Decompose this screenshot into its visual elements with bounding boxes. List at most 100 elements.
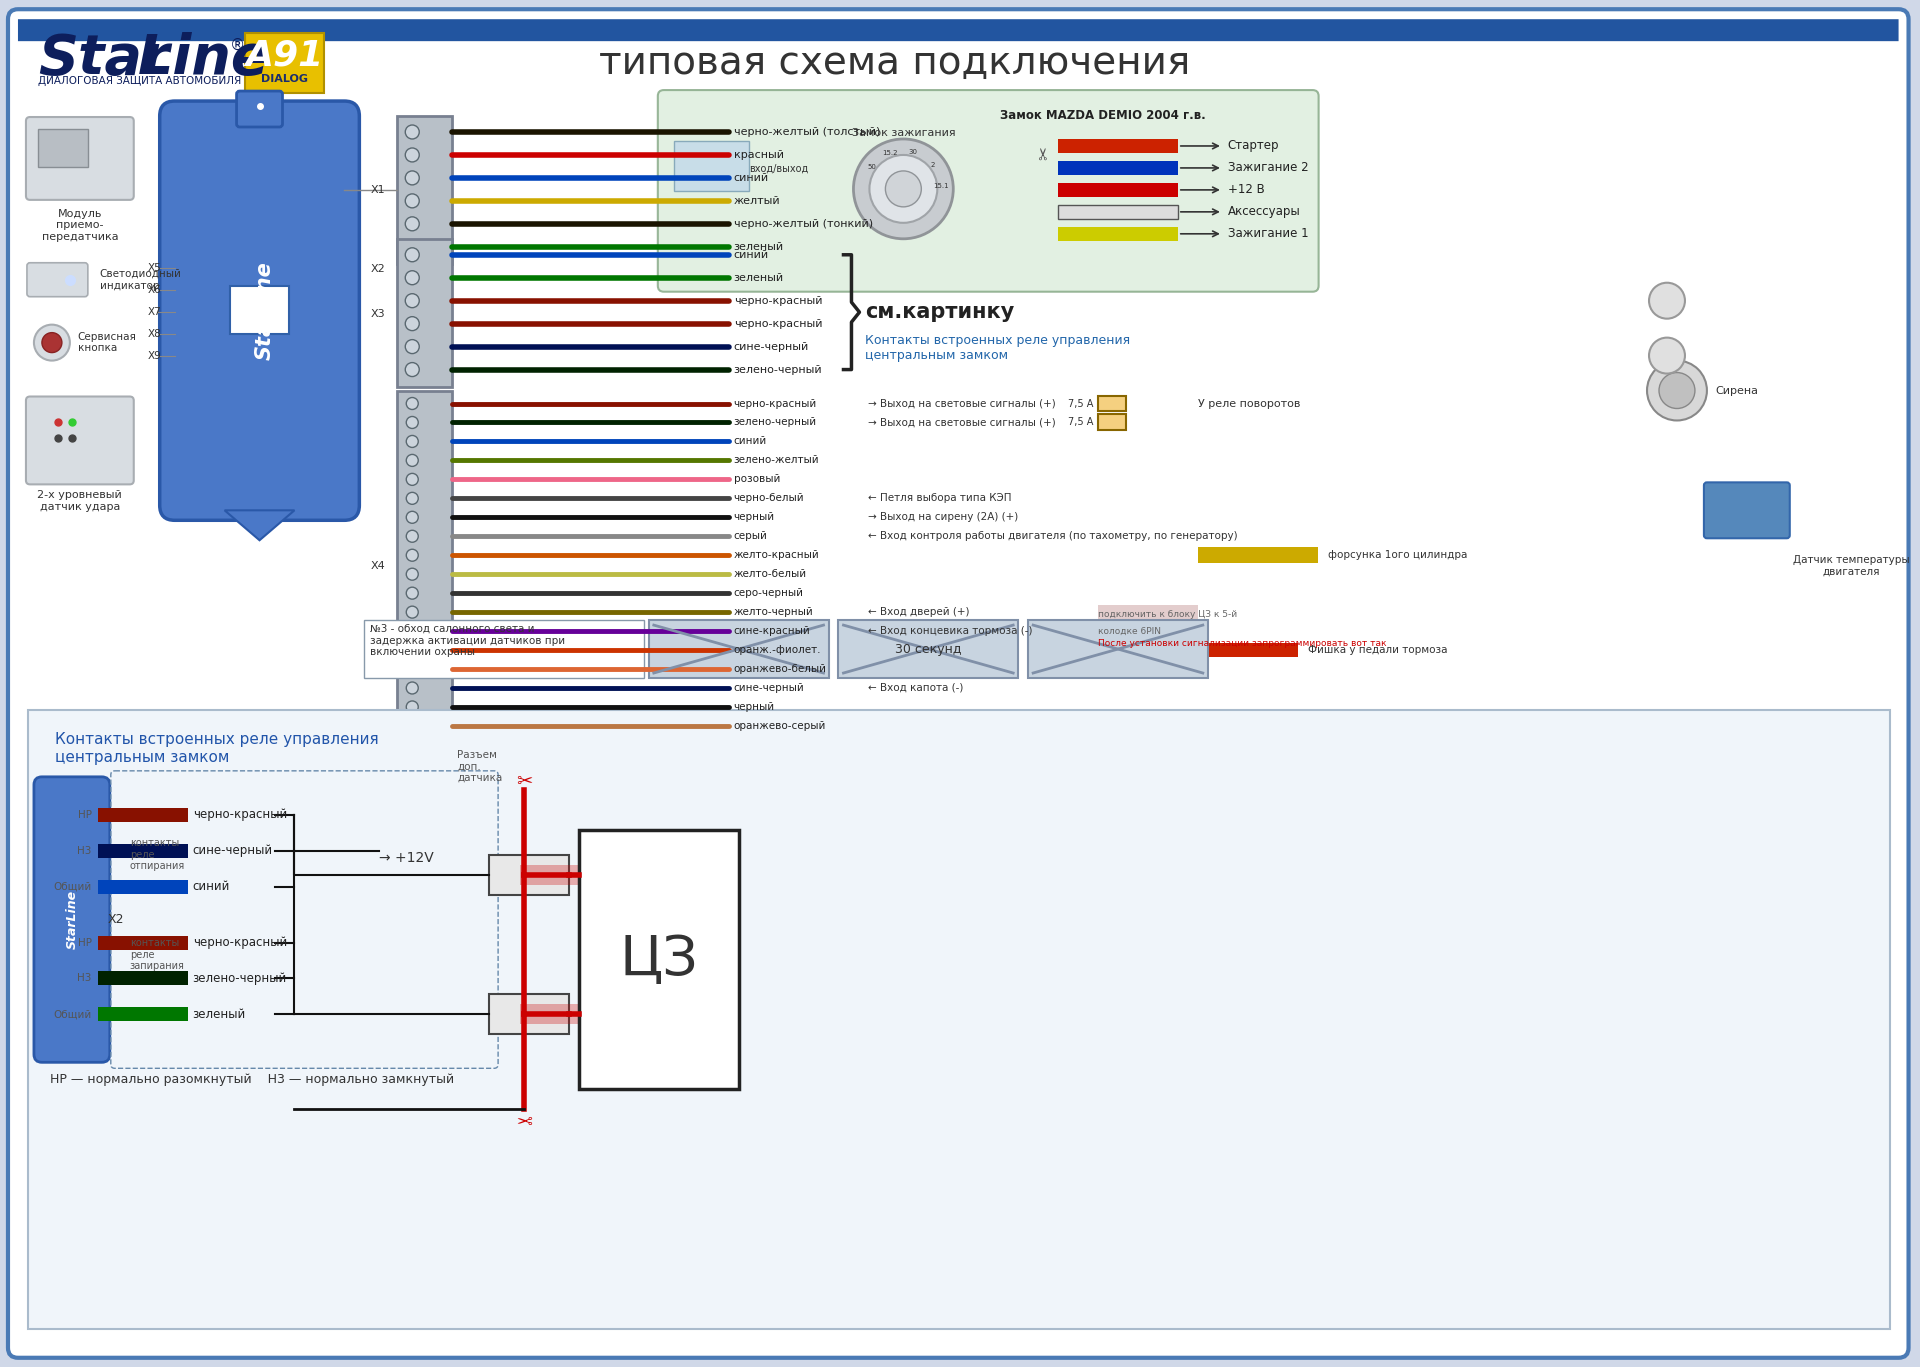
Text: зелено-черный: зелено-черный bbox=[733, 417, 816, 428]
Bar bbox=[38, 128, 88, 167]
Text: желто-белый: желто-белый bbox=[733, 569, 806, 580]
Circle shape bbox=[407, 682, 419, 694]
Text: H3: H3 bbox=[77, 973, 92, 983]
Text: Зажигание 1: Зажигание 1 bbox=[1227, 227, 1308, 241]
Circle shape bbox=[42, 332, 61, 353]
Text: оранжево-белый: оранжево-белый bbox=[733, 664, 828, 674]
Text: H3: H3 bbox=[77, 846, 92, 856]
Bar bbox=[397, 239, 453, 387]
Bar bbox=[230, 286, 290, 334]
Text: 30 секунд: 30 секунд bbox=[895, 642, 962, 656]
Circle shape bbox=[405, 217, 419, 231]
Text: черно-красный: черно-красный bbox=[733, 295, 822, 306]
Text: Стартер: Стартер bbox=[1227, 139, 1279, 153]
Text: сине-черный: сине-черный bbox=[733, 342, 808, 351]
Text: 7,5 А: 7,5 А bbox=[1068, 399, 1092, 409]
FancyBboxPatch shape bbox=[35, 776, 109, 1062]
Circle shape bbox=[870, 154, 937, 223]
Bar bbox=[1027, 621, 1208, 678]
Text: колодке 6PIN: колодке 6PIN bbox=[1098, 626, 1162, 636]
Text: ЦЗ: ЦЗ bbox=[620, 932, 699, 987]
Bar bbox=[1098, 414, 1125, 431]
Circle shape bbox=[405, 124, 419, 139]
Text: синий: синий bbox=[733, 172, 768, 183]
Text: → Выход на сирену (2A) (+): → Выход на сирену (2A) (+) bbox=[868, 513, 1020, 522]
Text: синий: синий bbox=[733, 436, 766, 447]
FancyBboxPatch shape bbox=[17, 19, 1899, 41]
Text: StarLine: StarLine bbox=[65, 890, 79, 949]
Text: Сервисная
кнопка: Сервисная кнопка bbox=[79, 332, 136, 354]
Text: оранжево-серый: оранжево-серый bbox=[733, 720, 826, 731]
Text: ✂: ✂ bbox=[516, 772, 532, 791]
Text: ← Вход капота (-): ← Вход капота (-) bbox=[868, 684, 964, 693]
Text: Аксессуары: Аксессуары bbox=[1227, 205, 1300, 219]
Text: → Выход на световые сигналы (+): → Выход на световые сигналы (+) bbox=[868, 417, 1056, 428]
Bar bbox=[520, 1005, 620, 1024]
Text: HP — нормально разомкнутый    H3 — нормально замкнутый: HP — нормально разомкнутый H3 — нормальн… bbox=[50, 1073, 453, 1085]
Circle shape bbox=[405, 339, 419, 354]
Text: серо-черный: серо-черный bbox=[733, 588, 804, 599]
Circle shape bbox=[407, 398, 419, 410]
Text: №3 - обход салонного света и
задержка активации датчиков при
включении охраны: №3 - обход салонного света и задержка ак… bbox=[371, 625, 566, 658]
Circle shape bbox=[854, 139, 952, 239]
Bar bbox=[1098, 395, 1125, 411]
Text: желто-черный: желто-черный bbox=[733, 607, 814, 617]
Text: X9: X9 bbox=[148, 350, 161, 361]
Circle shape bbox=[405, 317, 419, 331]
Circle shape bbox=[405, 247, 419, 261]
Bar bbox=[1198, 547, 1317, 563]
FancyBboxPatch shape bbox=[159, 101, 359, 521]
Text: HP: HP bbox=[79, 809, 92, 820]
Circle shape bbox=[407, 417, 419, 428]
Text: Star: Star bbox=[38, 33, 169, 86]
Text: черно-желтый (тонкий): черно-желтый (тонкий) bbox=[733, 219, 874, 228]
Text: зелено-черный: зелено-черный bbox=[192, 972, 286, 986]
Text: зелено-черный: зелено-черный bbox=[733, 365, 822, 375]
Text: Фишка у педали тормоза: Фишка у педали тормоза bbox=[1308, 645, 1448, 655]
Circle shape bbox=[407, 473, 419, 485]
Text: Модуль
приемо-
передатчика: Модуль приемо- передатчика bbox=[42, 209, 119, 242]
Bar bbox=[1058, 205, 1177, 219]
Circle shape bbox=[407, 492, 419, 504]
Text: черно-красный: черно-красный bbox=[733, 399, 816, 409]
Text: оранж.-фиолет.: оранж.-фиолет. bbox=[733, 645, 822, 655]
Text: контакты
реле
запирания: контакты реле запирания bbox=[131, 938, 184, 971]
Bar bbox=[674, 141, 749, 191]
Text: ← Вход концевика тормоза (-): ← Вход концевика тормоза (-) bbox=[868, 626, 1033, 636]
Bar bbox=[490, 854, 568, 894]
Text: HP: HP bbox=[79, 938, 92, 947]
Circle shape bbox=[1647, 361, 1707, 421]
Text: зелено-желтый: зелено-желтый bbox=[733, 455, 820, 465]
Text: контакты
реле
отпирания: контакты реле отпирания bbox=[131, 838, 184, 871]
Bar bbox=[98, 935, 188, 950]
Circle shape bbox=[1649, 338, 1686, 373]
Circle shape bbox=[35, 324, 69, 361]
Circle shape bbox=[1659, 373, 1695, 409]
Text: Общий: Общий bbox=[54, 1009, 92, 1020]
Text: синий: синий bbox=[192, 880, 230, 893]
Text: 30: 30 bbox=[908, 149, 918, 156]
Text: ДИАЛОГОВАЯ ЗАЩИТА АВТОМОБИЛЯ: ДИАЛОГОВАЯ ЗАЩИТА АВТОМОБИЛЯ bbox=[38, 77, 242, 86]
Text: черно-красный: черно-красный bbox=[192, 808, 286, 822]
Text: зеленый: зеленый bbox=[192, 1007, 246, 1021]
Text: 15.1: 15.1 bbox=[933, 183, 948, 189]
Text: Замок зажигания: Замок зажигания bbox=[852, 128, 954, 138]
Bar bbox=[649, 621, 829, 678]
Bar bbox=[1058, 161, 1177, 175]
Text: вход/выход: вход/выход bbox=[749, 164, 808, 174]
Text: черный: черный bbox=[733, 703, 776, 712]
Text: X6: X6 bbox=[148, 284, 161, 295]
Circle shape bbox=[405, 239, 419, 254]
Text: Разъем
доп.
датчика: Разъем доп. датчика bbox=[457, 750, 503, 783]
Bar bbox=[1098, 606, 1198, 619]
Text: X7: X7 bbox=[148, 306, 161, 317]
Text: черно-желтый (толстый): черно-желтый (толстый) bbox=[733, 127, 879, 137]
Text: синий: синий bbox=[733, 250, 768, 260]
Text: 50: 50 bbox=[868, 164, 877, 170]
Bar bbox=[29, 709, 1889, 1329]
FancyBboxPatch shape bbox=[27, 118, 134, 200]
Bar bbox=[397, 116, 453, 264]
Text: Зажигание 2: Зажигание 2 bbox=[1227, 161, 1308, 175]
Text: +12 В: +12 В bbox=[1227, 183, 1265, 197]
Circle shape bbox=[407, 550, 419, 562]
